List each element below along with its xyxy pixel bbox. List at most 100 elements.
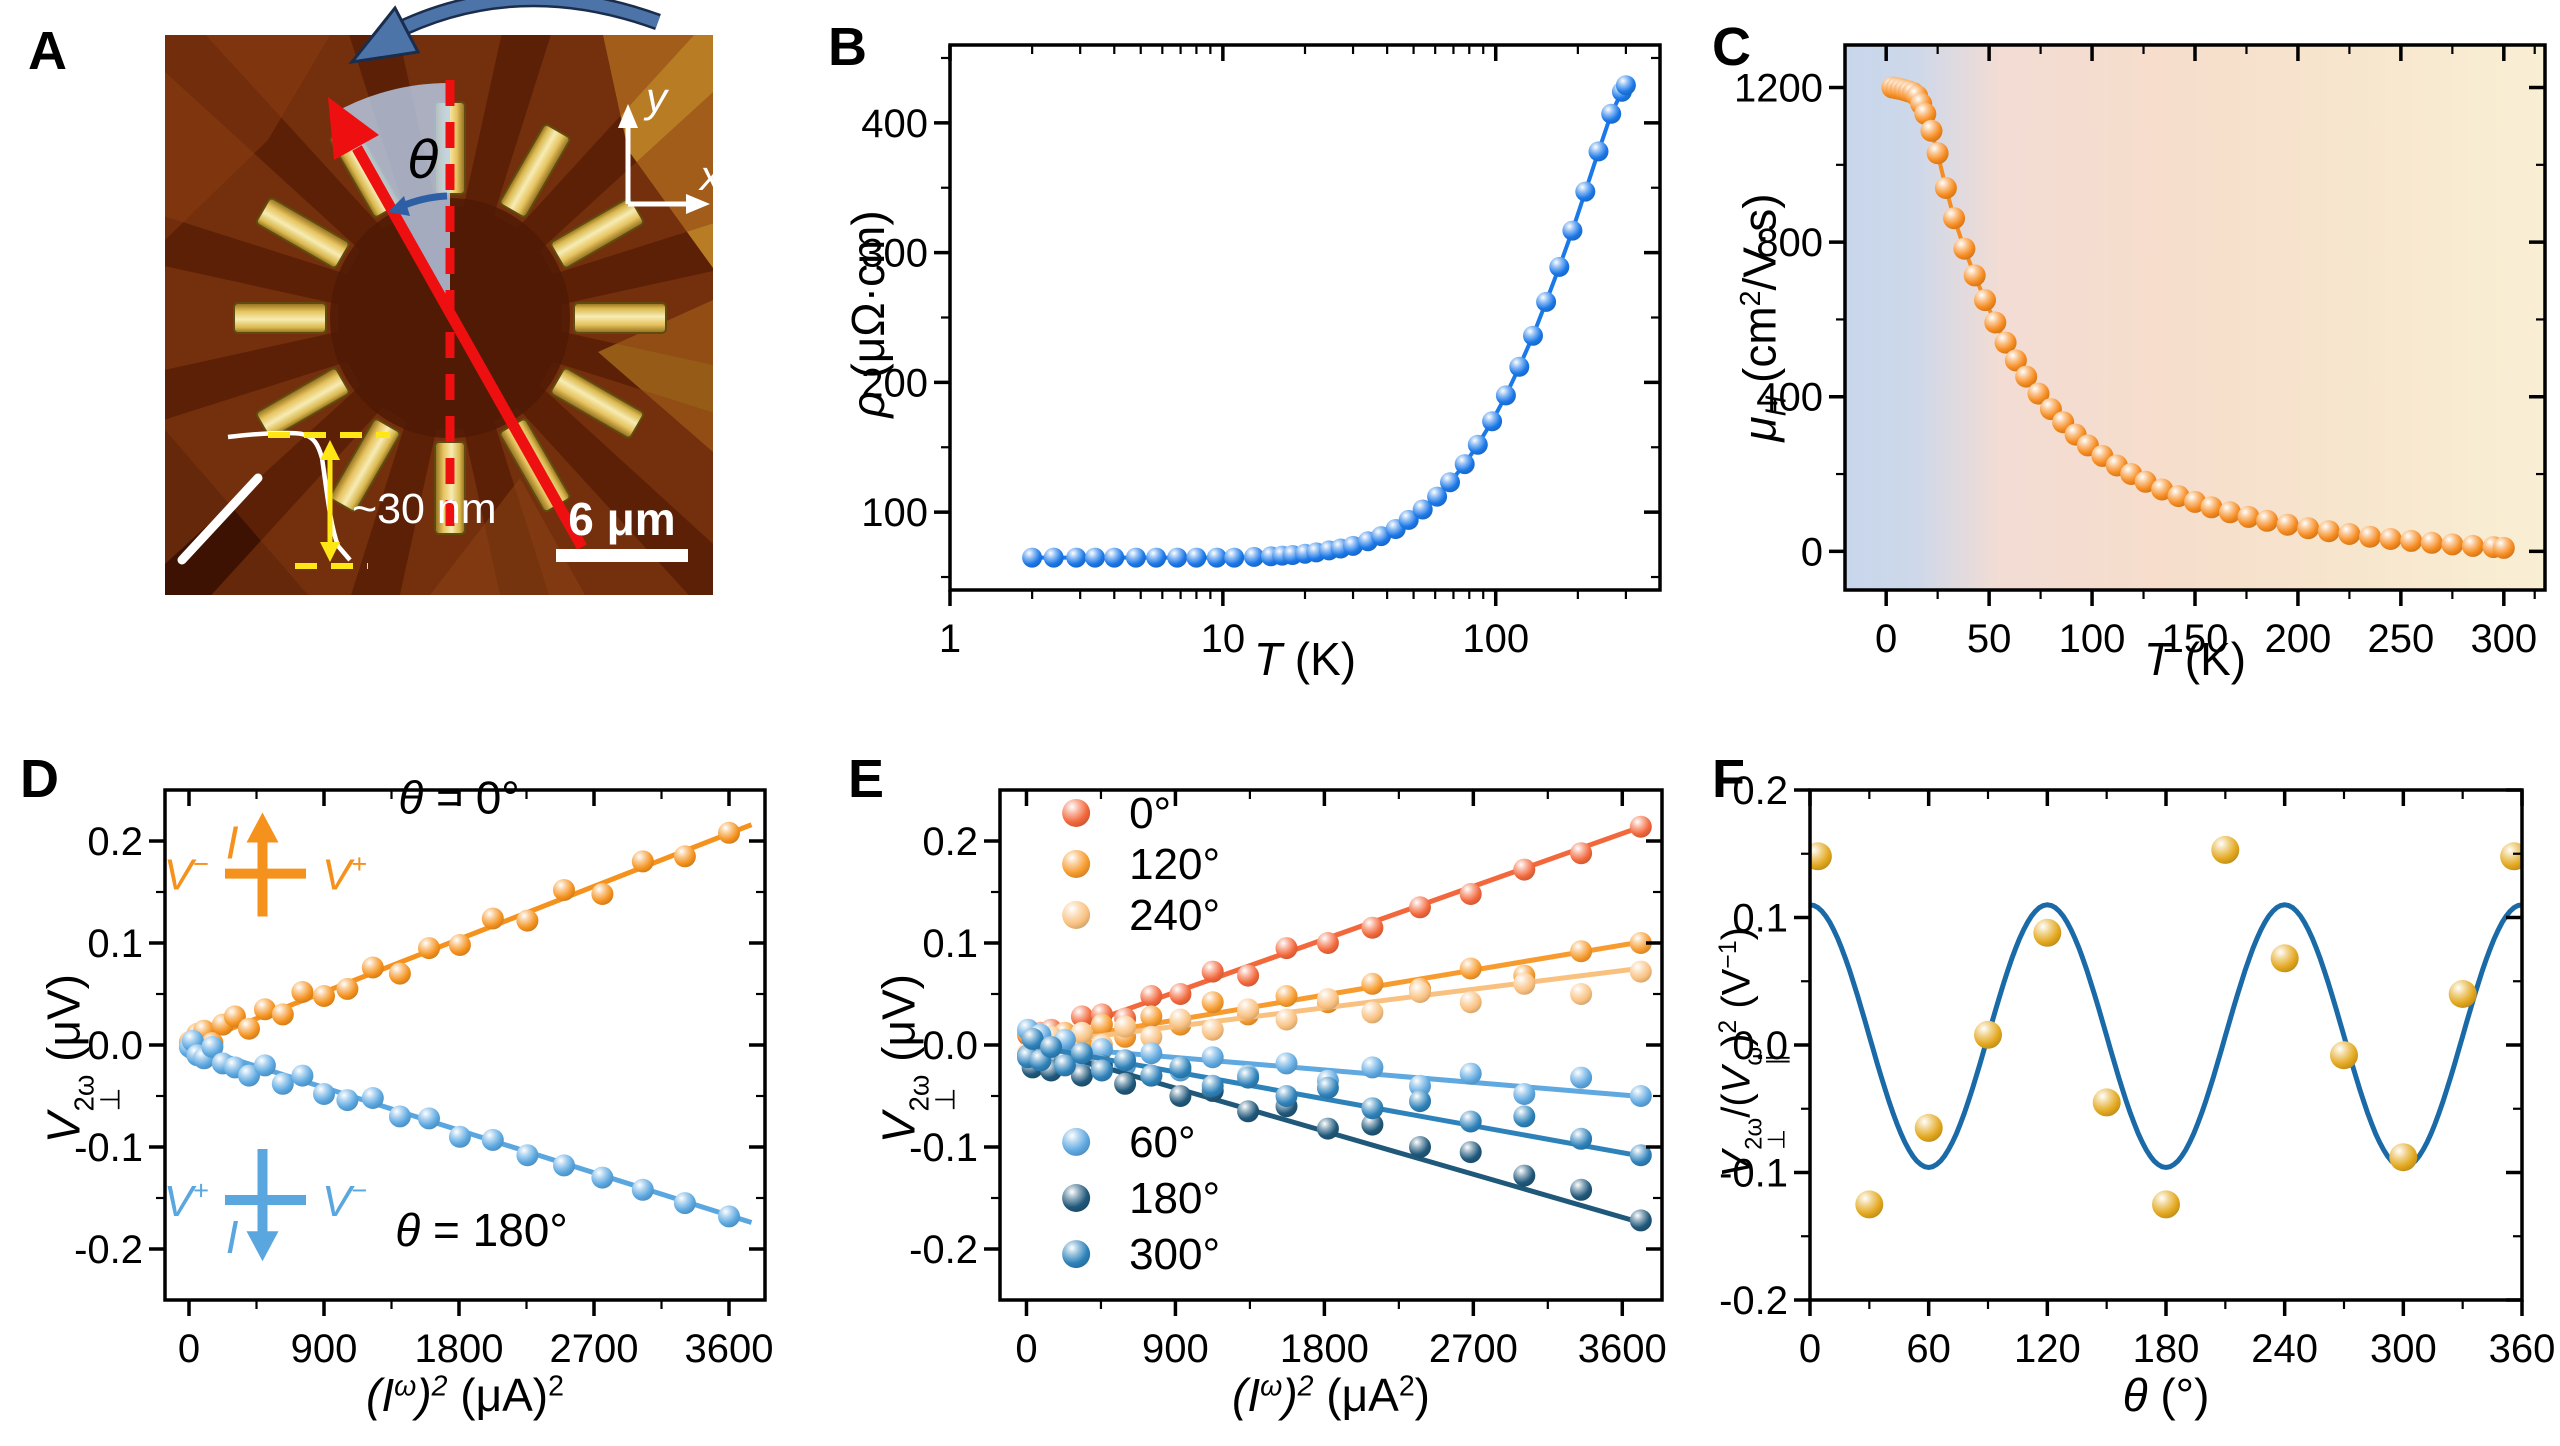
axis-ticks — [1794, 788, 2524, 1316]
angle-annotation: θ = 0° — [398, 771, 519, 823]
data-point — [1570, 1066, 1593, 1089]
legend-label: 60° — [1129, 1118, 1196, 1167]
current-direction-arrowhead — [246, 812, 279, 843]
legend-label: 0° — [1129, 789, 1171, 838]
plot-data-area — [1017, 815, 1652, 1232]
data-point — [313, 1083, 335, 1105]
data-point — [516, 909, 539, 932]
data-point — [1070, 1064, 1093, 1087]
data-point — [1140, 985, 1163, 1007]
y-tick-label: 300 — [861, 232, 928, 276]
data-point — [1629, 1144, 1652, 1167]
data-point — [2270, 944, 2299, 973]
thickness-label: ~30 nm — [352, 485, 497, 533]
x-tick-label: 0 — [1799, 1327, 1821, 1371]
data-point — [1570, 940, 1593, 963]
legend-label: 240° — [1129, 891, 1220, 940]
x-tick-label: 900 — [1142, 1327, 1209, 1371]
data-point — [1021, 1027, 1044, 1050]
panel-label-d: D — [20, 749, 59, 809]
series-ratio — [1809, 835, 2523, 1219]
data-point — [361, 1087, 384, 1109]
scale-bar-label: 6 μm — [568, 493, 675, 545]
data-point — [2317, 520, 2340, 543]
x-tick-label: 1800 — [415, 1327, 504, 1371]
data-point — [1427, 486, 1448, 507]
data-point — [1409, 1074, 1431, 1097]
x-tick-label: 250 — [2368, 617, 2435, 661]
data-point — [1509, 356, 1530, 377]
theta-label: θ — [408, 131, 440, 191]
data-point — [2219, 501, 2241, 524]
x-tick-label: 2700 — [550, 1327, 639, 1371]
data-point — [1090, 1038, 1113, 1061]
data-point — [2420, 531, 2443, 554]
data-point — [253, 1054, 276, 1077]
data-point — [2237, 505, 2260, 528]
data-point — [591, 883, 614, 905]
legend-label: 300° — [1129, 1230, 1220, 1279]
data-point — [673, 845, 696, 868]
data-point — [1167, 547, 1188, 568]
data-point — [553, 879, 575, 901]
data-point — [1140, 1064, 1163, 1087]
y-tick-label: 400 — [861, 102, 928, 146]
data-point — [1629, 1209, 1652, 1232]
data-point — [1186, 547, 1207, 568]
data-point — [2276, 513, 2299, 536]
x-tick-label: 150 — [2162, 617, 2229, 661]
y-tick-label: 0.2 — [87, 820, 143, 864]
legend-label: 180° — [1129, 1174, 1220, 1223]
y-tick-label: 0 — [1801, 530, 1823, 574]
x-axis-title-D: (Iω)2 (μA)2 — [366, 1369, 564, 1421]
step-edge-marker — [177, 473, 263, 565]
afm-image — [165, 35, 713, 595]
data-point — [1316, 1117, 1339, 1140]
data-point — [1588, 141, 1609, 162]
legend-marker — [1062, 1127, 1091, 1156]
x-axis-label: x — [698, 152, 723, 199]
data-point — [1467, 434, 1488, 455]
electrode — [573, 302, 667, 334]
data-point — [1629, 932, 1652, 954]
data-point — [481, 1128, 504, 1151]
data-point — [1523, 325, 1543, 346]
x-axis-title-F: θ (°) — [2122, 1369, 2210, 1421]
legend-marker — [1062, 1184, 1091, 1212]
data-point — [1920, 119, 1943, 142]
electrode — [434, 441, 466, 535]
measurement-config-inset: V− V+ I — [164, 812, 367, 917]
data-point — [1361, 916, 1384, 939]
electrode — [499, 123, 571, 218]
series-resistivity — [1022, 75, 1636, 568]
data-point — [1943, 207, 1966, 230]
data-point — [1201, 960, 1224, 983]
data-point — [448, 1125, 471, 1148]
data-point — [253, 998, 276, 1021]
data-point — [1275, 1085, 1298, 1107]
data-point — [1140, 1025, 1163, 1048]
data-point — [1409, 1136, 1431, 1158]
electrode — [255, 367, 350, 439]
fit-line — [1025, 822, 1648, 1048]
data-point — [2338, 523, 2361, 545]
panel-label-f: F — [1712, 749, 1745, 809]
data-point — [2297, 517, 2320, 540]
data-point — [1275, 985, 1298, 1007]
data-point — [1316, 988, 1339, 1011]
data-point — [1070, 1042, 1093, 1065]
current-arrow — [352, 145, 587, 550]
data-point — [1570, 842, 1593, 865]
legend-marker — [1062, 1240, 1091, 1269]
axis-ticks — [934, 45, 1660, 606]
data-point — [631, 850, 654, 873]
data-point — [291, 1064, 314, 1087]
data-point — [1201, 991, 1224, 1014]
voltage-label-left: V+ — [164, 1174, 209, 1226]
data-point — [1085, 547, 1105, 568]
y-axis-title-B: ρ (μΩ·cm) — [842, 210, 894, 418]
current-label: I — [226, 1211, 239, 1263]
data-point — [1361, 1001, 1384, 1024]
